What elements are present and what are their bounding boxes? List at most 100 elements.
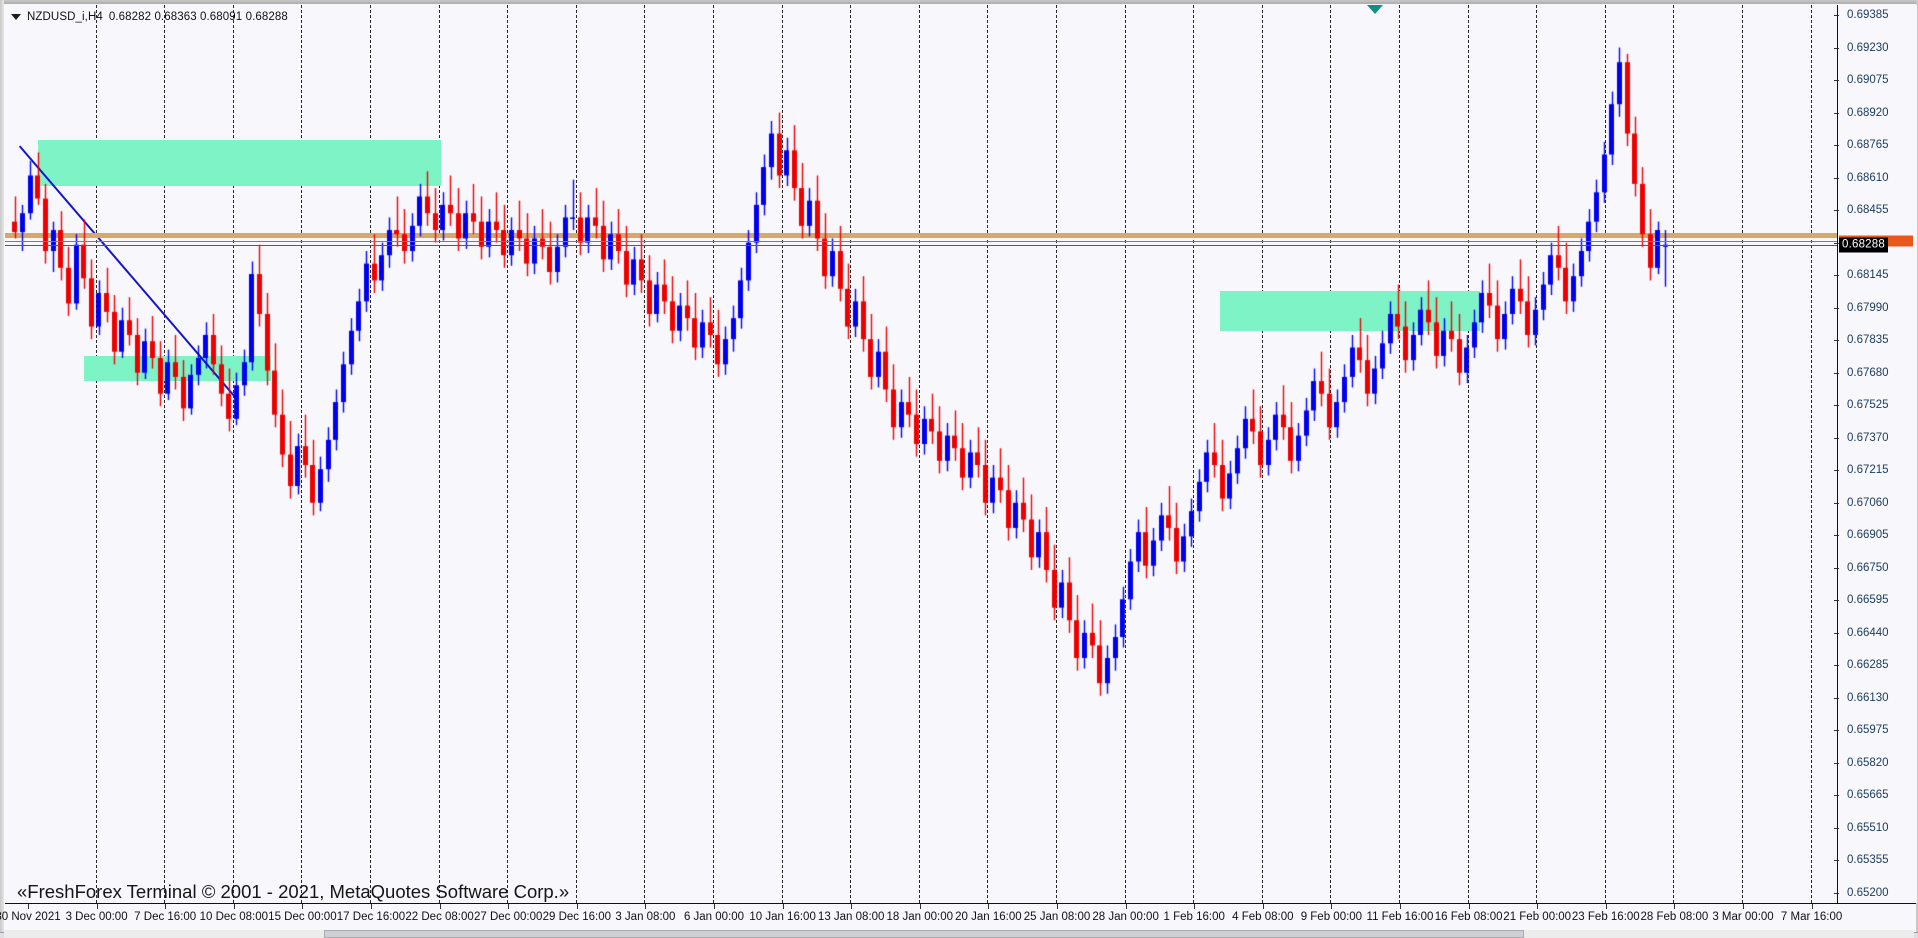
horizontal-scrollbar[interactable] [4,930,1914,938]
chevron-down-icon[interactable] [11,14,21,20]
price-axis-label: 0.67835 [1847,334,1889,347]
price-axis-label: 0.68610 [1847,171,1889,184]
current-price-tag: 0.68288 [1839,237,1888,253]
time-tick [1605,904,1607,909]
price-tick [1834,567,1839,569]
window-frame-right [1916,0,1918,938]
price-tick [1834,762,1839,764]
time-axis-label: 17 Dec 16:00 [336,911,406,923]
price-axis-label: 0.67370 [1847,431,1889,444]
window-frame-left [0,0,4,938]
time-tick [28,904,29,909]
time-axis-label: 21 Feb 00:00 [1503,911,1572,923]
time-tick [782,904,784,909]
time-tick [988,904,990,909]
price-axis[interactable]: 0.68288 0.69385 0.69230 0.69075 0.68920 0.68… [1834,5,1917,903]
time-tick [576,904,578,909]
bid-price-line [5,245,1837,247]
price-tick [1834,307,1839,309]
time-axis-label: 18 Jan 00:00 [886,911,954,923]
time-tick [1400,904,1401,909]
time-axis-label: 4 Feb 08:00 [1232,911,1294,923]
time-tick [233,904,235,909]
time-axis-label: 10 Dec 08:00 [199,911,269,923]
time-tick [1468,904,1470,909]
price-axis-label: 0.67990 [1847,301,1889,314]
time-axis-label: 13 Jan 08:00 [817,911,885,923]
time-tick [1674,904,1676,909]
time-axis-label: 3 Jan 08:00 [615,911,676,923]
price-tick [1834,112,1839,114]
time-tick [1262,904,1264,909]
price-axis-label: 0.65820 [1847,756,1889,769]
time-axis-label: 30 Nov 2021 [0,911,61,923]
time-axis-label: 22 Dec 08:00 [405,911,474,923]
price-tick [1834,340,1839,342]
price-tick [1834,437,1839,439]
chart-plot-area[interactable]: NZDUSD_i,H4 0.68282 0.68363 0.68091 0.68… [5,5,1837,903]
time-tick [1331,904,1333,909]
time-axis-label: 6 Jan 00:00 [683,911,745,923]
price-tick [1834,697,1839,699]
window-frame-top [0,0,1918,4]
price-axis-label: 0.66130 [1847,691,1889,704]
time-tick [919,904,921,909]
price-tick [1834,893,1839,894]
price-axis-label: 0.69385 [1847,9,1889,21]
price-axis-label: 0.65975 [1847,724,1889,737]
price-tick [1834,632,1839,634]
price-tick [1834,470,1839,472]
time-axis-label: 7 Mar 16:00 [1780,911,1843,923]
time-axis-label: 23 Feb 16:00 [1571,911,1640,923]
price-axis-label: 0.68145 [1847,269,1889,282]
price-axis-label: 0.66750 [1847,561,1889,574]
scrollbar-thumb[interactable] [324,930,1524,938]
time-axis-label: 25 Jan 08:00 [1023,911,1091,923]
time-axis-label: 16 Feb 08:00 [1434,911,1503,923]
price-tick [1834,730,1839,732]
price-tick [1834,145,1839,147]
price-tick [1834,275,1839,277]
time-tick [1125,904,1127,909]
price-axis-label: 0.68455 [1847,204,1889,217]
time-axis-label: 10 Jan 16:00 [749,911,816,923]
price-tick [1834,15,1839,16]
price-axis-label: 0.67525 [1847,399,1889,412]
price-tick [1834,242,1839,244]
time-tick [439,904,441,909]
time-tick [645,904,647,909]
time-axis-label: 7 Dec 16:00 [134,911,197,923]
time-axis-label: 28 Jan 00:00 [1092,911,1159,923]
time-tick [1537,904,1539,909]
time-axis-label: 3 Dec 00:00 [65,911,128,923]
price-tick [1834,860,1839,862]
time-axis[interactable]: 30 Nov 2021 3 Dec 00:00 7 Dec 16:00 10 Dec … [0,903,1916,930]
time-tick [96,904,98,909]
price-axis-label: 0.68765 [1847,139,1889,152]
price-axis-label: 0.67215 [1847,464,1889,477]
price-tick [1834,600,1839,602]
time-axis-label: 11 Feb 16:00 [1366,911,1434,923]
time-tick [1811,904,1813,909]
price-tick [1834,665,1839,667]
price-tick [1834,210,1839,212]
time-tick [302,904,304,909]
price-tick [1834,535,1839,537]
time-tick [165,904,167,909]
time-tick [714,904,715,909]
price-axis-label: 0.66595 [1847,594,1889,607]
time-tick [1057,904,1058,909]
time-axis-label: 20 Jan 16:00 [955,911,1022,923]
symbol-label: NZDUSD_i,H4 [27,11,103,23]
price-axis-label: 0.65665 [1847,789,1889,802]
price-tick [1834,405,1839,407]
price-tick [1834,372,1839,374]
price-axis-label: 0.69230 [1847,41,1889,54]
time-axis-label: 27 Dec 00:00 [473,911,543,923]
down-arrow-marker[interactable] [1367,5,1384,14]
price-axis-label: 0.65510 [1847,821,1889,834]
price-axis-label: 0.65355 [1847,854,1889,867]
time-tick [371,904,372,909]
price-tick [1834,80,1839,82]
ohlc-values: 0.68282 0.68363 0.68091 0.68288 [108,11,288,23]
